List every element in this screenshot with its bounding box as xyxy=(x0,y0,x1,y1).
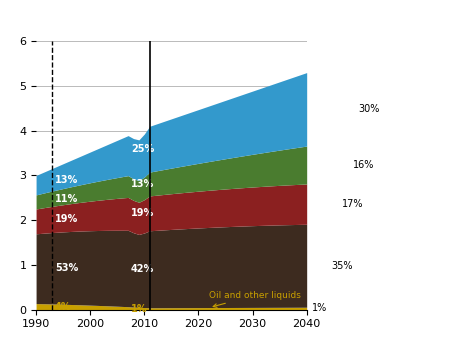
Text: 13%: 13% xyxy=(55,175,78,185)
Text: 13%: 13% xyxy=(131,179,154,189)
Text: 25%: 25% xyxy=(131,144,154,154)
Text: Natural gas: Natural gas xyxy=(312,104,369,114)
Text: 53%: 53% xyxy=(55,263,78,273)
Text: 1%: 1% xyxy=(312,303,327,313)
Text: 4%: 4% xyxy=(55,302,72,312)
Text: Coal: Coal xyxy=(312,261,333,271)
Text: 17%: 17% xyxy=(342,199,364,209)
Text: Renewables: Renewables xyxy=(312,160,371,170)
Text: 16%: 16% xyxy=(353,160,374,170)
Text: Oil and other liquids: Oil and other liquids xyxy=(209,291,301,307)
Text: Nuclear: Nuclear xyxy=(312,199,350,209)
Text: 19%: 19% xyxy=(55,214,78,224)
Text: 19%: 19% xyxy=(131,208,154,218)
Text: 35%: 35% xyxy=(331,261,353,271)
Text: 11%: 11% xyxy=(55,194,78,204)
Text: 30%: 30% xyxy=(358,104,379,114)
Text: 1%: 1% xyxy=(131,304,147,314)
Text: 42%: 42% xyxy=(131,264,154,274)
